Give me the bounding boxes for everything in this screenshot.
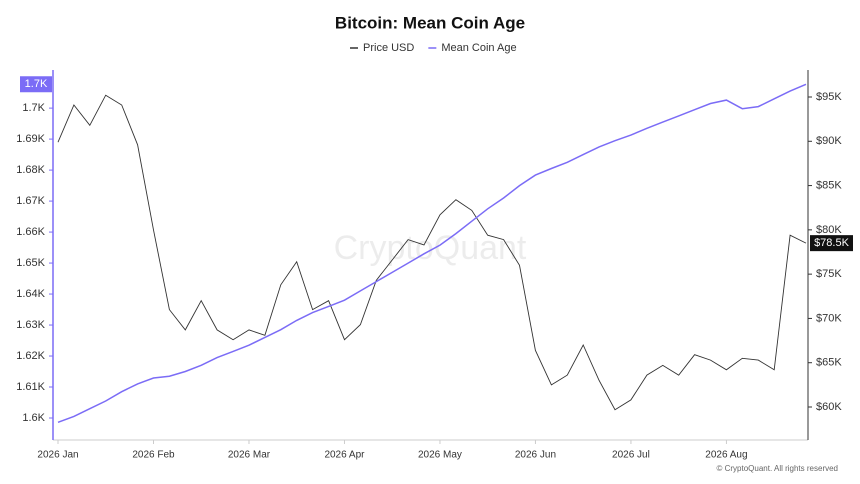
y-tick-label: 1.6K (22, 412, 45, 424)
y2-tick-label: $65K (816, 357, 842, 369)
y2-tick-label: $70K (816, 312, 842, 324)
credit: © CryptoQuant. All rights reserved (717, 464, 839, 473)
y2-tick-label: $75K (816, 268, 842, 280)
y-tick-label: 1.61K (16, 381, 45, 393)
y2-tick-label: $95K (816, 91, 842, 103)
y-tick-label: 1.66K (16, 226, 45, 238)
y2-tick-label: $85K (816, 179, 842, 191)
value-badge (20, 76, 52, 93)
series-line (57, 94, 807, 411)
y-tick-label: 1.69K (16, 133, 45, 145)
y-tick-label: 1.65K (16, 257, 45, 269)
chart-title: Bitcoin: Mean Coin Age (335, 13, 525, 32)
x-tick-label: 2026 Aug (705, 450, 747, 461)
y-tick-label: 1.68K (16, 164, 45, 176)
y2-tick-label: $90K (816, 135, 842, 147)
y-tick-label: 1.62K (16, 350, 45, 362)
y-tick-label: 1.67K (16, 195, 45, 207)
x-tick-label: 2026 Jun (515, 450, 556, 461)
legend-label: Price USD (363, 42, 414, 54)
x-tick-label: 2026 May (418, 450, 462, 461)
watermark: CryptoQuant (334, 229, 527, 267)
value-badge (810, 235, 853, 252)
y2-tick-label: $80K (816, 224, 842, 236)
y-tick-label: 1.63K (16, 319, 45, 331)
x-tick-label: 2026 Feb (132, 450, 175, 461)
x-tick-label: 2026 Apr (324, 450, 365, 461)
value-label: $78.5K (814, 237, 850, 249)
y-tick-label: 1.7K (22, 102, 45, 114)
y2-tick-label: $60K (816, 401, 842, 413)
value-label: 1.7K (25, 78, 48, 90)
series-line (57, 83, 807, 424)
y-tick-label: 1.64K (16, 288, 45, 300)
legend-label: Mean Coin Age (441, 42, 516, 54)
x-tick-label: 2026 Mar (228, 450, 271, 461)
x-tick-label: 2026 Jan (37, 450, 78, 461)
x-tick-label: 2026 Jul (612, 450, 650, 461)
